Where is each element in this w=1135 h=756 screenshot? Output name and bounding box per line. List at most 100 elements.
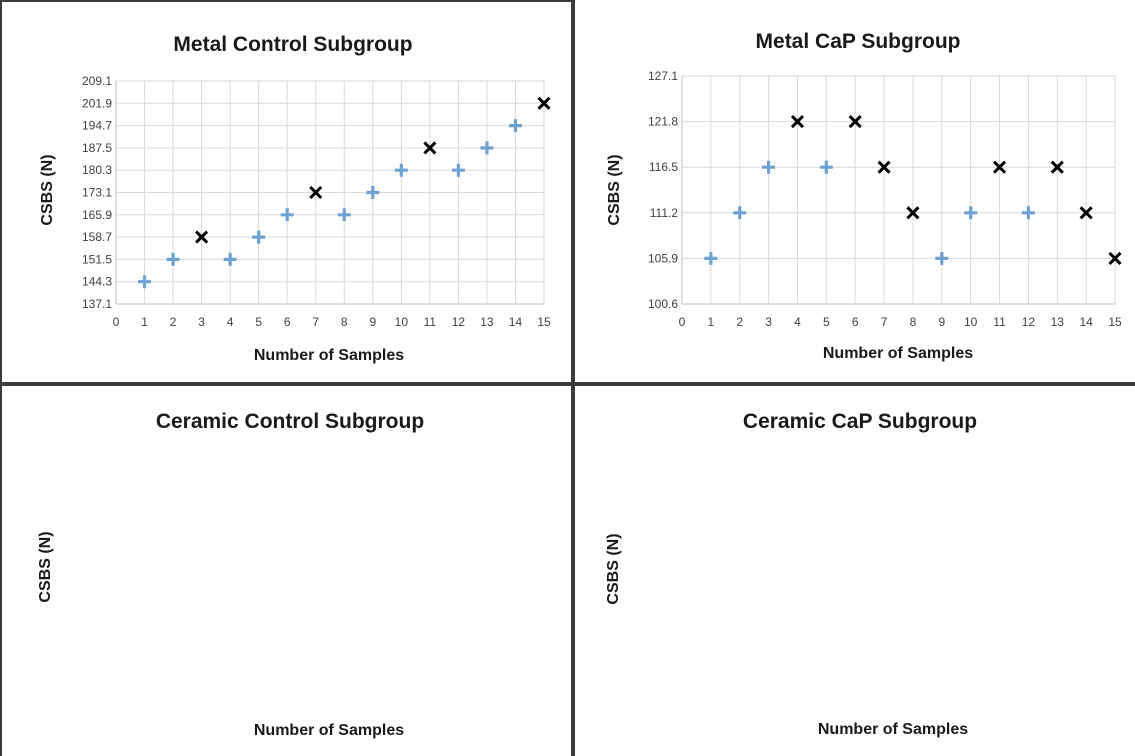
- x-tick-label: 5: [823, 315, 830, 329]
- data-point-cross: [195, 230, 209, 244]
- data-point-cross: [423, 141, 437, 155]
- data-point-cross: [1079, 206, 1093, 220]
- y-tick-label: 209.1: [82, 74, 112, 88]
- data-point-plus: [394, 163, 408, 177]
- x-axis-label: Number of Samples: [818, 721, 968, 738]
- chart-panel-ceramic-cap: Ceramic CaP Subgroup 1281361441521601681…: [573, 384, 1135, 756]
- x-tick-label: 10: [964, 315, 978, 329]
- x-tick-label: 1: [708, 315, 715, 329]
- y-axis-label: CSBS (N): [605, 533, 622, 604]
- y-tick-label: 116.5: [649, 160, 678, 174]
- y-tick-label: 165.9: [82, 208, 112, 222]
- x-tick-label: 11: [993, 315, 1006, 329]
- x-axis-label: Number of Samples: [823, 345, 973, 362]
- x-tick-label: 8: [341, 315, 348, 329]
- data-point-plus: [935, 251, 949, 265]
- chart-ceramic-control: Ceramic Control Subgroup 192.1202.2212.3…: [37, 410, 424, 739]
- x-tick-label: 2: [170, 315, 177, 329]
- y-tick-label: 144.3: [82, 275, 112, 289]
- x-tick-label: 3: [765, 315, 772, 329]
- data-point-plus: [704, 251, 718, 265]
- y-tick-label: 158.7: [82, 230, 112, 244]
- data-point-cross: [537, 96, 551, 110]
- x-tick-label: 13: [480, 315, 494, 329]
- frame-left-edge: [0, 0, 2, 756]
- data-point-cross: [790, 115, 805, 129]
- x-tick-label: 7: [881, 315, 888, 329]
- x-tick-label: 12: [452, 315, 466, 329]
- x-tick-label: 12: [1022, 315, 1036, 329]
- data-point-cross: [877, 160, 891, 174]
- y-tick-label: 201.9: [82, 96, 112, 110]
- y-tick-label: 121.8: [648, 115, 678, 129]
- x-tick-label: 7: [312, 315, 319, 329]
- data-point-plus: [252, 230, 266, 244]
- x-tick-label: 11: [424, 315, 437, 329]
- data-point-plus: [762, 160, 776, 174]
- x-tick-label: 6: [852, 315, 859, 329]
- chart-title: Ceramic CaP Subgroup: [743, 410, 977, 433]
- x-tick-label: 15: [537, 315, 551, 329]
- x-tick-label: 9: [938, 315, 945, 329]
- y-tick-label: 180.3: [82, 163, 112, 177]
- y-axis-label: CSBS (N): [39, 154, 56, 225]
- data-point-cross: [1050, 160, 1064, 174]
- chart-panel-metal-control: Metal Control Subgroup 137.1 144.3 151.5 15…: [0, 0, 573, 384]
- x-axis-label: Number of Samples: [254, 347, 404, 364]
- x-tick-label: 14: [1079, 315, 1093, 329]
- x-tick-label: 4: [794, 315, 801, 329]
- x-tick-label: 0: [679, 315, 686, 329]
- chart-title: Metal Control Subgroup: [173, 33, 412, 56]
- y-tick-label: 187.5: [82, 141, 112, 155]
- data-point-plus: [733, 206, 747, 220]
- frame-top-edge: [0, 0, 573, 2]
- chart-panel-metal-cap: Metal CaP Subgroup 100.6 105.9 111.2 116.5 1…: [573, 0, 1135, 384]
- data-point-plus: [451, 163, 465, 177]
- x-tick-label: 0: [113, 315, 120, 329]
- x-tick-label: 15: [1108, 315, 1122, 329]
- x-tick-label: 4: [227, 315, 234, 329]
- x-tick-label: 13: [1051, 315, 1065, 329]
- x-tick-label: 1: [141, 315, 148, 329]
- x-tick-label: 10: [395, 315, 409, 329]
- data-point-plus: [223, 252, 237, 266]
- y-axis-label: CSBS (N): [606, 154, 623, 225]
- y-tick-label: 151.5: [82, 252, 112, 266]
- data-point-plus: [1021, 206, 1035, 220]
- y-tick-label: 111.2: [650, 206, 679, 220]
- data-point-cross: [1108, 251, 1122, 265]
- data-point-plus: [337, 208, 351, 222]
- chart-panel-ceramic-control: Ceramic Control Subgroup 192.1202.2212.3…: [0, 384, 573, 756]
- y-tick-label: 137.1: [82, 297, 112, 311]
- chart-ceramic-cap: Ceramic CaP Subgroup 1281361441521601681…: [605, 410, 977, 738]
- y-tick-label: 100.6: [648, 297, 678, 311]
- x-tick-label: 14: [509, 315, 523, 329]
- y-tick-label: 127.1: [648, 69, 678, 83]
- y-tick-label: 105.9: [648, 251, 678, 265]
- x-tick-label: 2: [736, 315, 743, 329]
- data-point-plus: [508, 119, 522, 133]
- y-axis-label: CSBS (N): [37, 531, 54, 602]
- chart-metal-control: Metal Control Subgroup 137.1144.3151.515…: [39, 33, 551, 364]
- data-point-plus: [138, 275, 152, 289]
- data-point-plus: [480, 141, 494, 155]
- data-point-plus: [964, 206, 978, 220]
- x-tick-label: 5: [255, 315, 262, 329]
- x-tick-label: 9: [369, 315, 376, 329]
- x-tick-label: 3: [198, 315, 205, 329]
- chart-title: Metal CaP Subgroup: [756, 30, 961, 53]
- y-tick-label: 173.1: [82, 186, 112, 200]
- divider-vertical: [571, 0, 575, 756]
- x-tick-label: 8: [910, 315, 917, 329]
- x-axis-label: Number of Samples: [254, 722, 404, 739]
- x-tick-label: 6: [284, 315, 291, 329]
- data-point-plus: [366, 186, 380, 199]
- data-point-plus: [166, 252, 180, 266]
- data-point-cross: [906, 206, 920, 220]
- data-point-plus: [280, 208, 294, 222]
- divider-horizontal: [0, 382, 1135, 386]
- data-point-cross: [309, 185, 323, 200]
- chart-metal-cap: Metal CaP Subgroup 100.6 105.9 111.2 116.5 1…: [606, 30, 1122, 362]
- data-point-cross: [848, 115, 862, 129]
- data-point-plus: [819, 160, 833, 174]
